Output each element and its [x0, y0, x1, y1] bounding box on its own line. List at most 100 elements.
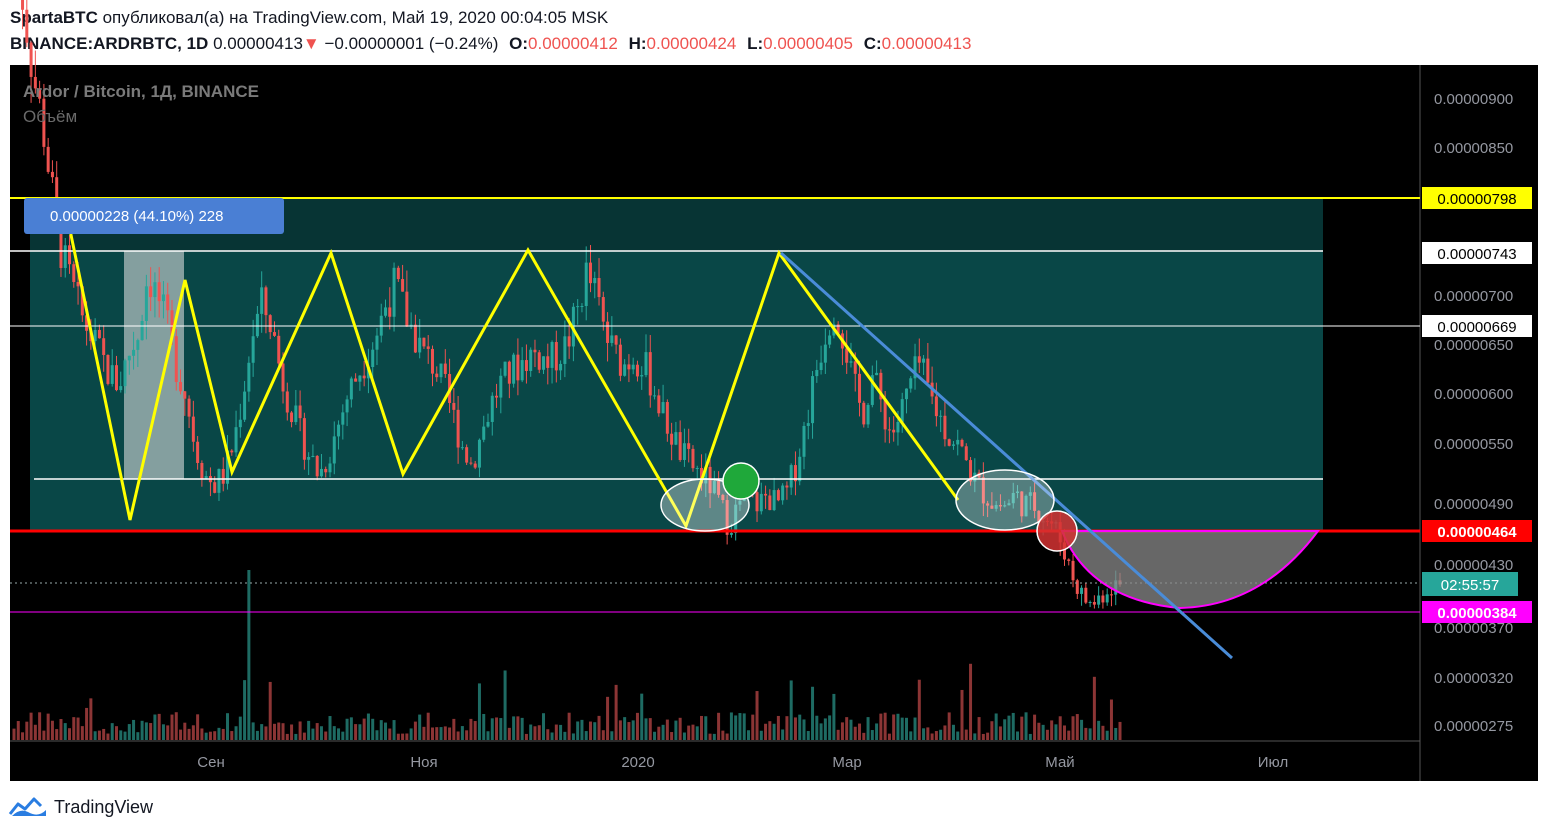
candle-body [196, 441, 200, 463]
volume-bar [524, 733, 528, 740]
candle-body [990, 505, 994, 509]
candle-body [123, 360, 127, 387]
candle-body [161, 294, 165, 302]
volume-bar [776, 715, 780, 740]
volume-bar [939, 729, 943, 740]
candle-body [951, 444, 955, 446]
volume-bar [922, 728, 926, 740]
volume-bar [144, 722, 148, 740]
volume-bar [161, 724, 165, 740]
volume-bar [200, 728, 204, 740]
volume-bar [960, 689, 964, 740]
candle-body [580, 305, 584, 307]
candle-body [546, 356, 550, 368]
volume-bar [1016, 731, 1020, 740]
volume-bar [1092, 676, 1096, 740]
candle-body [144, 286, 148, 321]
volume-bar [904, 717, 908, 740]
volume-bar [661, 724, 665, 740]
volume-bar [943, 725, 947, 740]
candle-body [922, 358, 926, 363]
volume-bar [140, 720, 144, 740]
volume-bar [584, 731, 588, 740]
volume-bar [127, 724, 131, 740]
volume-bar [68, 728, 72, 740]
candle-body [179, 381, 183, 392]
time-axis-ticks: Сен Ноя 2020 Мар Май Июл [197, 754, 1288, 771]
candle-body [132, 349, 136, 356]
consolidation-ellipse-2[interactable] [955, 469, 1055, 531]
volume-bar [507, 727, 511, 740]
volume-bar [712, 733, 716, 740]
descending-trendline[interactable] [779, 251, 1234, 660]
volume-bar [238, 716, 242, 740]
candle-body [678, 432, 682, 460]
volume-bar [1075, 714, 1079, 740]
y-tick-label: 0.00000650 [1434, 337, 1513, 354]
candle-body [1011, 492, 1015, 504]
candle-body [127, 355, 131, 361]
candle-body [755, 492, 759, 512]
candle-body [687, 443, 691, 449]
volume-bar [430, 727, 434, 740]
volume-bar [366, 713, 370, 740]
candle-body [277, 335, 281, 364]
candle-body [584, 262, 588, 306]
candle-body [354, 378, 358, 382]
breakdown-marker[interactable] [1036, 510, 1078, 552]
candle-body [631, 364, 635, 370]
breakout-marker[interactable] [722, 462, 760, 500]
candle-body [230, 450, 234, 453]
candle-body [76, 281, 80, 287]
cup-projection[interactable] [1060, 530, 1320, 610]
candle-body [695, 467, 699, 469]
high-value: 0.00000424 [646, 34, 737, 53]
candle-body [1003, 505, 1007, 507]
volume-bar [879, 713, 883, 740]
volume-bar [832, 693, 836, 740]
author-name[interactable]: SpartaBTC [10, 8, 98, 27]
candle-body [798, 456, 802, 482]
candle-body [226, 450, 230, 484]
candle-body [349, 378, 353, 400]
candle-body [465, 447, 469, 463]
volume-bar [260, 724, 264, 740]
candle-body [114, 365, 118, 391]
volume-bar [1003, 719, 1007, 740]
volume-bar [349, 717, 353, 740]
volume-bar [700, 715, 704, 740]
candle-body [85, 315, 89, 331]
candle-body [858, 373, 862, 403]
brand-name: TradingView [54, 796, 154, 817]
candle-body [97, 329, 101, 339]
candle-body [307, 457, 311, 460]
legend-title: Ardor / Bitcoin, 1Д, BINANCE [23, 82, 259, 101]
volume-bar [119, 730, 123, 740]
x-tick-label: Май [1045, 754, 1074, 771]
candle-body [823, 344, 827, 363]
zigzag-pattern[interactable] [68, 229, 960, 530]
candle-body [251, 336, 255, 363]
volume-bar [388, 728, 392, 740]
y-tick-label: 0.00000320 [1434, 670, 1513, 687]
tradingview-logo-icon [8, 797, 46, 816]
price-tag-support [1422, 520, 1532, 542]
volume-bar [345, 718, 349, 740]
volume-bar [1071, 716, 1075, 740]
candle-body [960, 439, 964, 447]
volume-bar [354, 724, 358, 740]
volume-bar [806, 731, 810, 740]
volume-bar [994, 713, 998, 740]
candle-body [964, 446, 968, 461]
candle-body [845, 348, 849, 363]
volume-bar [529, 724, 533, 740]
volume-bar [1045, 729, 1049, 740]
candle-body [1080, 587, 1084, 594]
candle-body [507, 361, 511, 384]
brand[interactable]: TradingView [8, 796, 153, 818]
volume-bar [858, 723, 862, 740]
candle-body [610, 335, 614, 343]
measure-label-box[interactable] [24, 198, 284, 234]
candle-body [1109, 594, 1113, 596]
